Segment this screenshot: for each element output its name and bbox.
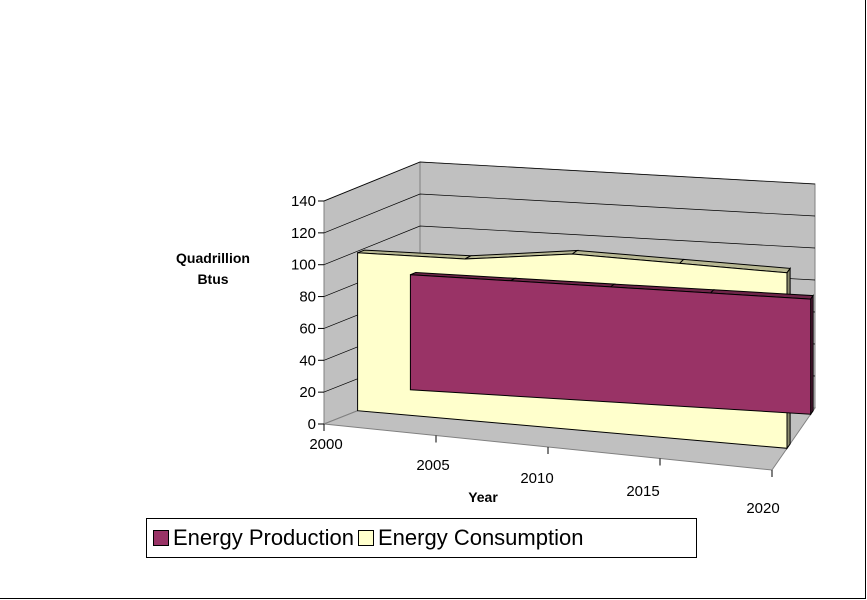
x-tick-label: 2010 — [520, 470, 553, 487]
gridline — [323, 225, 816, 266]
y-tick-label: 140 — [291, 193, 316, 210]
y-axis-title: Quadrillion Btus — [176, 250, 250, 287]
y-tick-label: 60 — [299, 320, 316, 337]
legend-label-production: Energy Production — [173, 525, 354, 550]
x-axis-title: Year — [468, 489, 498, 505]
y-tick-label: 20 — [299, 384, 316, 401]
x-tick-label: 2005 — [416, 457, 449, 474]
legend-swatch-production — [153, 530, 169, 546]
legend: Energy Production Energy Consumption — [146, 518, 697, 558]
legend-swatch-consumption — [358, 530, 374, 546]
y-tick-label: 120 — [291, 225, 316, 242]
y-tick-label: 100 — [291, 257, 316, 274]
series-production-front — [409, 274, 812, 415]
x-tick-label: 2015 — [626, 483, 659, 500]
y-tick-label: 40 — [299, 352, 316, 369]
gridline — [323, 161, 816, 202]
legend-item-consumption: Energy Consumption — [358, 525, 583, 551]
gridline — [323, 193, 816, 234]
x-tick-label: 2020 — [746, 500, 779, 517]
x-tick-label: 2000 — [309, 436, 342, 453]
y-tick-label: 0 — [308, 416, 316, 433]
legend-item-production: Energy Production — [153, 525, 354, 551]
y-tick-label: 80 — [299, 289, 316, 306]
legend-label-consumption: Energy Consumption — [378, 525, 584, 550]
